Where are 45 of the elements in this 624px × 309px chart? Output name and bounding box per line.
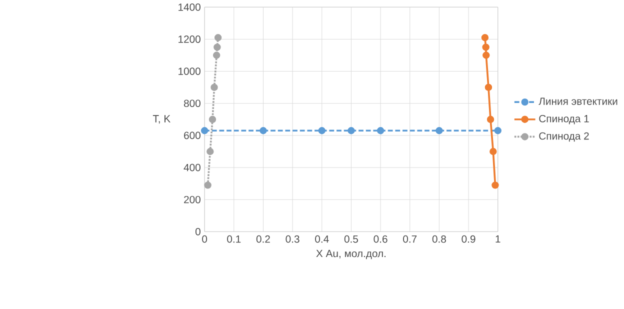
- x-tick-label: 0.9: [462, 236, 476, 243]
- y-tick-label: 400: [184, 164, 200, 172]
- point: [490, 148, 497, 156]
- y-tick-label: 1400: [178, 4, 200, 11]
- x-tick-label: 0.6: [374, 236, 388, 243]
- legend-label: Линия эвтектики: [538, 98, 618, 106]
- point: [482, 52, 490, 60]
- point: [492, 182, 499, 189]
- x-tick-label: 1: [496, 236, 500, 243]
- point: [208, 116, 216, 124]
- point: [486, 116, 494, 124]
- y-tick-label: 0: [195, 228, 200, 236]
- x-tick-label: 0.1: [227, 236, 241, 243]
- x-tick-label: 0.4: [315, 236, 329, 243]
- y-tick-label: 1200: [178, 36, 200, 44]
- y-tick-label: 200: [184, 196, 200, 204]
- point: [376, 127, 384, 134]
- point: [204, 182, 212, 189]
- y-axis-title: T, K: [152, 115, 170, 124]
- point: [212, 52, 220, 60]
- point: [348, 127, 355, 134]
- x-tick-label: 0: [202, 236, 208, 243]
- point: [318, 127, 326, 134]
- point: [200, 127, 208, 134]
- y-tick-label: 1000: [178, 68, 200, 76]
- legend-label: Спинода 1: [539, 115, 589, 124]
- y-tick-label: 800: [184, 100, 200, 108]
- point: [482, 44, 490, 51]
- point: [494, 127, 502, 134]
- point: [481, 34, 489, 42]
- x-tick-label: 0.5: [344, 236, 358, 243]
- y-tick-label: 600: [184, 132, 200, 140]
- x-tick-label: 0.7: [403, 236, 417, 243]
- point: [436, 127, 443, 134]
- point: [206, 148, 214, 156]
- point: [260, 127, 267, 134]
- x-tick-label: 0.8: [432, 236, 446, 243]
- point: [210, 84, 218, 92]
- x-axis-title: X Au, мол.дол.: [316, 250, 386, 260]
- x-tick-label: 0.3: [286, 236, 300, 243]
- point: [214, 34, 222, 42]
- x-tick-label: 0.2: [256, 236, 270, 243]
- legend-label: Спинода 2: [539, 132, 589, 142]
- point: [484, 84, 492, 92]
- point: [214, 44, 221, 51]
